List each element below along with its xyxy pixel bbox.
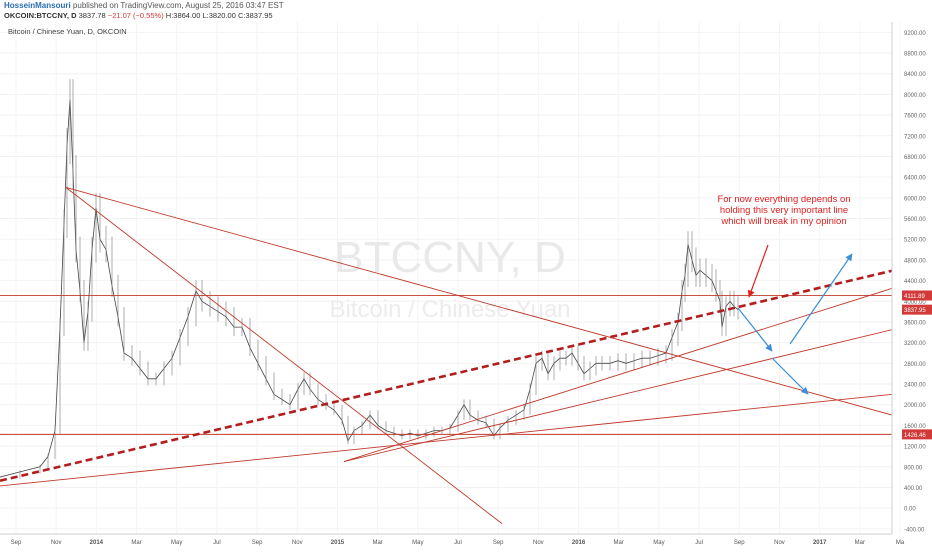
- x-tick-label: May: [653, 540, 664, 546]
- x-tick-label: Jul: [213, 540, 221, 546]
- close-value: C:3837.95: [237, 11, 273, 20]
- x-tick-label: 2015: [331, 540, 345, 546]
- x-tick-label: Sep: [734, 540, 745, 546]
- author-link[interactable]: HosseinMansouri: [4, 1, 71, 10]
- x-tick-label: Mar: [614, 540, 624, 546]
- downtrend-line-steep: [65, 187, 503, 525]
- y-tick-label: 7200.00: [904, 134, 926, 140]
- chart-title: Bitcoin / Chinese Yuan, D, OKCOIN: [8, 27, 127, 36]
- y-tick-label: -400.00: [904, 527, 925, 533]
- upper-channel-line: [343, 287, 893, 463]
- annotation-line: holding this very important line: [720, 205, 848, 216]
- y-tick-label: 2000.00: [904, 403, 926, 409]
- chart-header: HosseinMansouri published on TradingView…: [0, 0, 932, 22]
- annotation-line: For now everything depends on: [717, 194, 850, 205]
- blue-arrow-up: [789, 253, 853, 345]
- watermark: BTCCNY, D: [334, 233, 565, 282]
- y-tick-label: 9200.00: [904, 31, 926, 37]
- y-tick-label: 800.00: [904, 465, 923, 471]
- y-tick-label: 4000.00: [904, 300, 926, 306]
- price-label-bg: [902, 290, 932, 301]
- annotation-line: which will break in my opinion: [720, 216, 846, 227]
- y-tick-label: 4400.00: [904, 279, 926, 285]
- x-tick-label: Nov: [51, 540, 62, 546]
- x-tick-label: Mar: [372, 540, 382, 546]
- y-axis[interactable]: 9200.00 8800.00 8400.00 8000.00 7600.00 7200.…: [891, 22, 926, 534]
- chart-area[interactable]: BTCCNY, D Bitcoin / Chinese Yuan Bitcoin…: [0, 22, 932, 550]
- y-tick-label: 0.00: [904, 507, 916, 513]
- arrows: [737, 244, 853, 395]
- price-label-bg: [902, 429, 932, 440]
- x-tick-label: May: [171, 540, 182, 546]
- y-tick-label: 1200.00: [904, 445, 926, 451]
- y-tick-label: 5200.00: [904, 238, 926, 244]
- x-tick-label: May: [412, 540, 423, 546]
- x-axis[interactable]: Sep Nov 2014 Mar May Jul Sep Nov 2015 Mar May Jul Se…: [0, 533, 905, 546]
- y-tick-label: 4800.00: [904, 258, 926, 264]
- low-trendline: [0, 393, 893, 487]
- publication-line: HosseinMansouri published on TradingView…: [4, 1, 284, 10]
- watermark-subtitle: Bitcoin / Chinese Yuan: [329, 296, 570, 323]
- y-tick-label: 400.00: [904, 486, 923, 492]
- x-tick-label: Nov: [774, 540, 785, 546]
- x-tick-label: 2014: [90, 540, 104, 546]
- price-label: 4111.89: [904, 294, 925, 300]
- trendlines: [0, 187, 893, 525]
- x-tick-label: Nov: [292, 540, 303, 546]
- price-label-bg: [902, 304, 932, 315]
- x-tick-label: Nov: [533, 540, 544, 546]
- x-tick-label: Mar: [131, 540, 141, 546]
- main-trendline: [0, 269, 893, 482]
- y-tick-label: 3600.00: [904, 320, 926, 326]
- price-label: 3837.95: [904, 308, 926, 314]
- y-tick-label: 6800.00: [904, 155, 926, 161]
- y-tick-label: 5600.00: [904, 217, 926, 223]
- price-labels: 4111.89 3837.95 1426.46: [902, 290, 932, 440]
- x-tick-label: Sep: [11, 540, 22, 546]
- y-tick-label: 6400.00: [904, 176, 926, 182]
- y-tick-label: 8000.00: [904, 93, 926, 99]
- x-tick-label: Jul: [695, 540, 703, 546]
- high-value: H:3864.00: [165, 11, 201, 20]
- x-tick-label: Mar: [855, 540, 865, 546]
- mid-channel-line: [343, 329, 893, 463]
- annotation-arrow: [747, 244, 769, 298]
- x-tick-label: 2016: [572, 540, 586, 546]
- x-tick-label: 2017: [813, 540, 827, 546]
- symbol-label: OKCOIN:BTCCNY, D: [4, 11, 77, 20]
- price-label: 1426.46: [904, 433, 926, 439]
- low-value: L:3820.00: [202, 11, 236, 20]
- y-tick-label: 3200.00: [904, 341, 926, 347]
- y-tick-label: 7600.00: [904, 114, 926, 120]
- y-tick-label: 2800.00: [904, 362, 926, 368]
- chart-background: [0, 22, 932, 550]
- y-tick-label: 2400.00: [904, 383, 926, 389]
- y-tick-label: 8400.00: [904, 72, 926, 78]
- blue-arrow-down-1: [737, 307, 773, 352]
- blue-arrow-down-2: [771, 357, 809, 395]
- open-value: 3837.78: [78, 11, 106, 20]
- x-tick-label: Jul: [454, 540, 462, 546]
- x-tick-label: Sep: [252, 540, 263, 546]
- grid: [0, 22, 901, 534]
- y-tick-label: 1600.00: [904, 424, 926, 430]
- y-tick-label: 6000.00: [904, 196, 926, 202]
- y-tick-label: 8800.00: [904, 52, 926, 58]
- quote-line: OKCOIN:BTCCNY, D 3837.78 −21.07 (−0.55%)…: [4, 11, 273, 20]
- price-chart[interactable]: BTCCNY, D Bitcoin / Chinese Yuan Bitcoin…: [0, 22, 932, 550]
- x-tick-label: Ma: [896, 540, 905, 546]
- downtrend-line: [65, 187, 893, 416]
- x-tick-label: Sep: [493, 540, 504, 546]
- published-text: published on TradingView.com, August 25,…: [72, 1, 284, 10]
- change-value: −21.07 (−0.55%): [107, 11, 164, 20]
